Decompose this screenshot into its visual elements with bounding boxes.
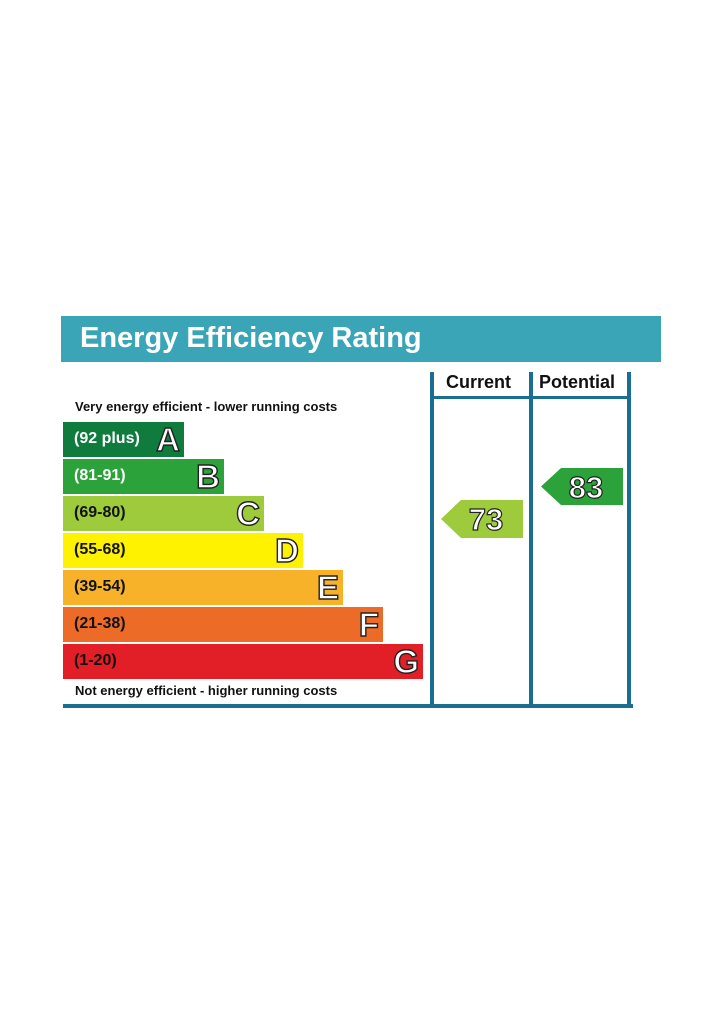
column-divider-left (430, 372, 434, 708)
column-divider-right (627, 372, 631, 708)
rating-band-b: (81-91) B (63, 457, 224, 496)
rating-band-e: (39-54) E (63, 568, 343, 607)
column-divider-middle (529, 372, 533, 708)
potential-rating-arrow: 83 (541, 468, 623, 505)
energy-rating-chart: Current Potential Very energy efficient … (63, 372, 633, 710)
page-title: Energy Efficiency Rating (80, 322, 422, 354)
band-letter: G (393, 642, 420, 680)
band-letter: F (358, 605, 380, 643)
band-letter: A (155, 420, 180, 458)
rating-band-c: (69-80) C (63, 494, 264, 533)
band-range-label: (69-80) (74, 504, 126, 521)
band-letter: D (274, 531, 299, 569)
column-header-potential: Potential (539, 372, 616, 392)
rating-band-f: (21-38) F (63, 605, 383, 644)
rating-header: Energy Efficiency Rating (61, 316, 661, 362)
caption-top: Very energy efficient - lower running co… (75, 399, 338, 414)
band-range-label: (55-68) (74, 541, 126, 558)
current-rating-arrow-shape (441, 500, 523, 538)
potential-rating-value: 83 (569, 470, 603, 505)
band-letter: B (195, 457, 220, 495)
band-range-label: (92 plus) (74, 430, 140, 447)
current-rating-arrow: 73 (441, 500, 523, 538)
potential-rating-arrow-shape (541, 468, 623, 505)
band-letter: E (316, 568, 339, 606)
band-range-label: (1-20) (74, 652, 117, 669)
band-range-label: (21-38) (74, 615, 126, 632)
column-header-current: Current (446, 372, 512, 392)
caption-bottom: Not energy efficient - higher running co… (75, 683, 338, 698)
band-range-label: (39-54) (74, 578, 126, 595)
current-rating-value: 73 (469, 502, 503, 537)
rating-band-a: (92 plus) A (63, 420, 184, 459)
column-header-underline (430, 396, 631, 399)
rating-band-d: (55-68) D (63, 531, 303, 570)
band-range-label: (81-91) (74, 467, 126, 484)
band-letter: C (235, 494, 260, 532)
rating-band-g: (1-20) G (63, 642, 423, 681)
chart-bottom-border (63, 704, 633, 708)
